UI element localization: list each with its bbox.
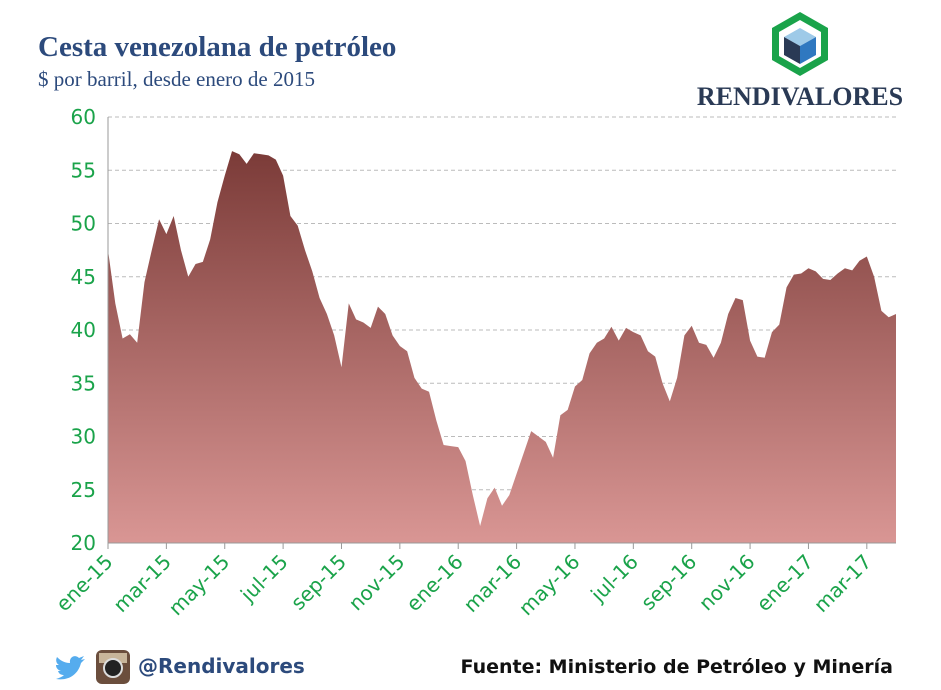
y-tick-label: 25: [71, 478, 96, 502]
brand: RENDIVALORES: [697, 82, 903, 111]
x-tick-label: may-16: [514, 550, 585, 621]
y-tick-label: 40: [71, 318, 96, 342]
x-tick-label: may-15: [164, 550, 235, 621]
x-tick-label: mar-16: [459, 550, 526, 617]
logo: [772, 12, 828, 76]
y-tick-label: 60: [71, 105, 96, 129]
handle: @Rendivalores: [138, 654, 305, 678]
y-tick-label: 55: [71, 158, 96, 182]
x-tick-label: ene-15: [51, 550, 117, 616]
x-tick-label: jul-16: [585, 550, 643, 608]
x-tick-label: nov-16: [694, 550, 760, 616]
y-tick-label: 50: [71, 212, 96, 236]
x-tick-label: jul-15: [235, 550, 293, 608]
source: Fuente: Ministerio de Petróleo y Minería: [461, 656, 893, 678]
area: [108, 151, 896, 543]
y-tick-label: 20: [71, 531, 96, 555]
x-tick-label: ene-16: [401, 550, 467, 616]
x-tick-label: nov-15: [344, 550, 410, 616]
chart-subtitle: $ por barril, desde enero de 2015: [38, 67, 315, 91]
y-tick-label: 30: [71, 425, 96, 449]
chart-title: Cesta venezolana de petróleo: [38, 31, 396, 63]
y-tick-label: 45: [71, 265, 96, 289]
x-tick-label: sep-16: [636, 550, 701, 615]
x-tick-label: mar-15: [108, 550, 175, 617]
instagram-icon: [96, 650, 130, 684]
twitter-icon: [56, 656, 85, 680]
x-tick-label: ene-17: [752, 550, 818, 616]
x-tick-label: mar-17: [809, 550, 876, 617]
y-tick-label: 35: [71, 371, 96, 395]
x-tick-label: sep-15: [286, 550, 351, 615]
